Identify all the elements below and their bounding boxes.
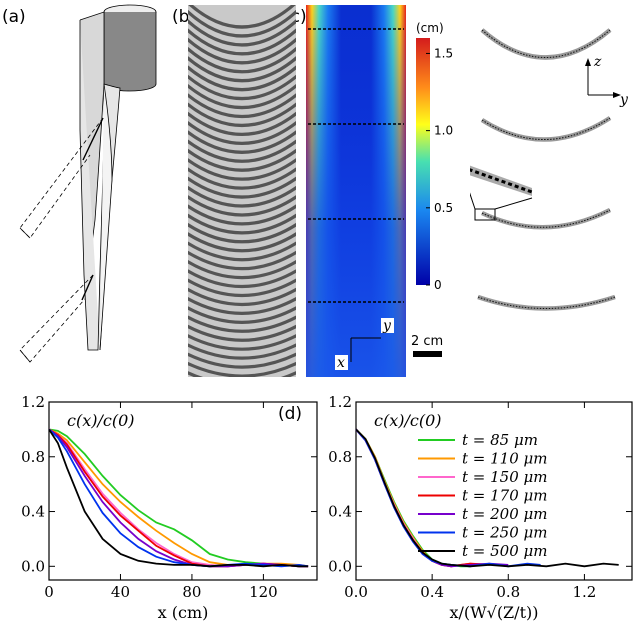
y-tick-label: 1.2 [328,393,352,411]
cross-section-profiles: z y [470,28,629,311]
y-tick-label: 1.2 [21,393,45,411]
zoom-box [474,208,496,221]
x-axis-label: x (cm) [158,603,209,622]
y-tick-label: 0.4 [328,503,352,521]
y-tick-label: 0.0 [328,557,352,575]
deflection-colormap: x y [306,5,406,377]
chart-left: 0 40 80 120 0.0 0.4 0.8 1.2 c(x)/c(0) x (cm) [21,393,318,622]
y-axis-label: c(x)/c(0) [67,411,134,430]
x-tick-label: 0.0 [344,583,368,601]
x-tick-label: 0.8 [496,583,520,601]
legend-label: t = 85 μm [462,431,538,449]
plot-frame [48,401,318,581]
plot-frame [355,401,633,581]
y-tick-label: 0.4 [21,503,45,521]
colorbar-tick-label: 0 [434,278,442,290]
schematic-diagram [19,4,157,363]
legend-label: t = 150 μm [462,468,548,486]
colorbar-tick-label: 1.0 [434,124,453,138]
x-tick-label: 80 [182,583,201,601]
colorbar-unit: (cm) [416,21,444,35]
legend-label: t = 250 μm [462,524,548,542]
y-tick-label: 0.8 [328,448,352,466]
colorbar-tick-label: 1.5 [434,46,453,60]
legend-label: t = 500 μm [462,542,548,560]
x-tick-label: 1.2 [572,583,596,601]
panel-label-d: (d) [278,404,303,424]
axis-z-label: z [593,54,602,70]
fringe-image [188,5,296,377]
series-line [48,428,309,568]
legend-label: t = 170 μm [462,487,548,505]
y-tick-label: 0.0 [21,557,45,575]
axis-y-label-small: y [382,318,392,334]
scalebar-label: 2 cm [411,334,444,349]
axis-y-label-profiles: y [619,92,629,108]
scalebar [413,351,442,357]
series-line [48,428,309,568]
colorbar-tick-label: 0.5 [434,201,453,215]
x-axis-label: x/(W√(Z/t)) [450,603,539,622]
series-line [48,428,309,568]
series-line [355,428,619,568]
x-tick-label: 40 [111,583,130,601]
legend-label: t = 110 μm [462,450,548,468]
chart-right: 0.0 0.4 0.8 1.2 0.0 0.4 0.8 1.2 c(x)/c(0) x/(W√(Z… [328,393,633,622]
series-line [355,428,471,568]
x-tick-label: 0.4 [420,583,444,601]
profile-1 [480,28,612,60]
x-tick-label: 120 [249,583,278,601]
y-tick-label: 0.8 [21,448,45,466]
panel-label-a: (a) [2,7,26,27]
colorbar: (cm) 1.5 1.0 0.5 0 [416,21,453,290]
legend-label: t = 200 μm [462,505,548,523]
axis-x-label-small: x [337,355,345,371]
x-tick-label: 0 [44,583,54,601]
y-axis-label: c(x)/c(0) [374,411,441,430]
